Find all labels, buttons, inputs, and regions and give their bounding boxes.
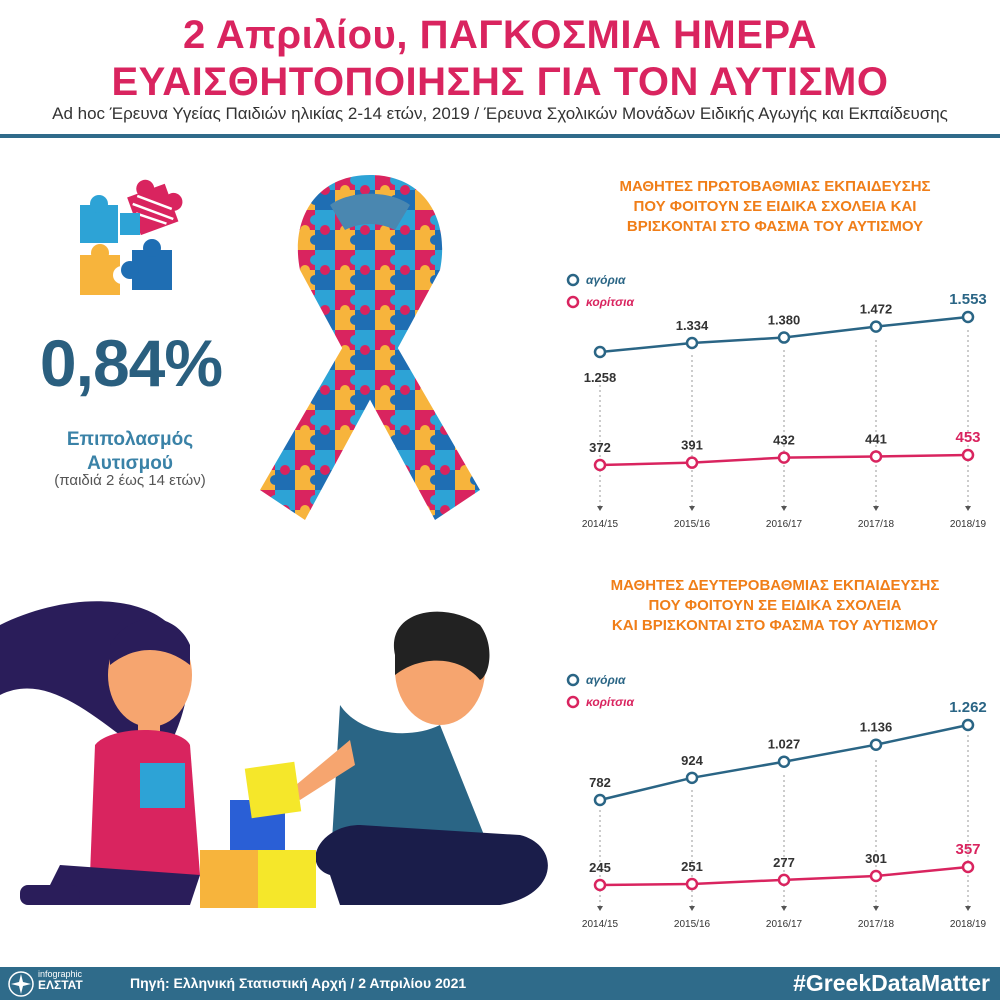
x-tick-marker bbox=[781, 906, 787, 911]
data-point bbox=[961, 448, 975, 462]
x-tick-marker bbox=[965, 906, 971, 911]
data-point bbox=[961, 310, 975, 324]
legend-label-girls: κορίτσια bbox=[586, 695, 634, 709]
legend-marker-girls bbox=[566, 295, 580, 309]
data-label: 432 bbox=[773, 433, 795, 448]
data-point bbox=[777, 873, 791, 887]
chart-1-title-line-3: ΒΡΙΣΚΟΝΤΑΙ ΣΤΟ ΦΑΣΜΑ ΤΟΥ ΑΥΤΙΣΜΟΥ bbox=[626, 218, 924, 235]
puzzle-pieces-icon bbox=[80, 179, 183, 295]
chart-1-title-line-2: ΠΟΥ ΦΟΙΤΟΥΝ ΣΕ ΕΙΔΙΚΑ ΣΧΟΛΕΙΑ ΚΑΙ bbox=[633, 198, 917, 215]
data-point bbox=[869, 869, 883, 883]
footer-source: Πηγή: Ελληνική Στατιστική Αρχή / 2 Απριλ… bbox=[130, 975, 467, 991]
x-tick-label: 2016/17 bbox=[766, 919, 803, 930]
x-tick-label: 2014/15 bbox=[582, 519, 619, 530]
data-point bbox=[961, 860, 975, 874]
data-label: 301 bbox=[865, 851, 887, 866]
data-label: 441 bbox=[865, 431, 887, 446]
x-tick-label: 2015/16 bbox=[674, 519, 711, 530]
data-label: 782 bbox=[589, 775, 611, 790]
x-tick-marker bbox=[689, 506, 695, 511]
prevalence-sublabel: (παιδιά 2 έως 14 ετών) bbox=[54, 472, 206, 489]
data-point bbox=[685, 771, 699, 785]
x-tick-marker bbox=[689, 906, 695, 911]
data-label: 245 bbox=[589, 860, 611, 875]
prevalence-label-line-1: Επιπολασμός bbox=[66, 429, 194, 450]
header-divider bbox=[0, 134, 1000, 138]
data-label: 1.553 bbox=[949, 291, 987, 308]
x-tick-label: 2017/18 bbox=[858, 919, 895, 930]
title-line-2: ΕΥΑΙΣΘΗΤΟΠΟΙΗΣΗΣ ΓΙΑ ΤΟΝ ΑΥΤΙΣΜΟ bbox=[111, 60, 889, 104]
data-label: 251 bbox=[681, 859, 703, 874]
legend-label-girls: κορίτσια bbox=[586, 295, 634, 309]
chart-2-title-line-1: ΜΑΘΗΤΕΣ ΔΕΥΤΕΡΟΒΑΘΜΙΑΣ ΕΚΠΑΙΔΕΥΣΗΣ bbox=[610, 577, 940, 594]
chart-2-title-line-2: ΠΟΥ ΦΟΙΤΟΥΝ ΣΕ ΕΙΔΙΚΑ ΣΧΟΛΕΙΑ bbox=[648, 597, 902, 614]
data-point bbox=[685, 336, 699, 350]
x-tick-label: 2018/19 bbox=[950, 519, 987, 530]
title-line-1: 2 Απριλίου, ΠΑΓΚΟΣΜΙΑ ΗΜΕΡΑ bbox=[183, 13, 817, 57]
data-label: 1.472 bbox=[860, 302, 893, 317]
awareness-ribbon-icon bbox=[260, 175, 480, 520]
footer-logo-line-2: ΕΛΣΤΑΤ bbox=[38, 978, 83, 992]
page-title: 2 Απριλίου, ΠΑΓΚΟΣΜΙΑ ΗΜΕΡΑ ΕΥΑΙΣΘΗΤΟΠΟΙ… bbox=[0, 12, 1000, 106]
chart-2-title-line-3: ΚΑΙ ΒΡΙΣΚΟΝΤΑΙ ΣΤΟ ΦΑΣΜΑ ΤΟΥ ΑΥΤΙΣΜΟΥ bbox=[611, 617, 939, 634]
subtitle: Ad hoc Έρευνα Υγείας Παιδιών ηλικίας 2-1… bbox=[52, 104, 948, 123]
data-point bbox=[777, 331, 791, 344]
data-label: 453 bbox=[955, 429, 980, 446]
children-playing-illustration bbox=[0, 601, 548, 908]
data-point bbox=[961, 718, 975, 732]
data-label: 1.262 bbox=[949, 699, 987, 716]
data-label: 1.258 bbox=[584, 370, 617, 385]
chart-2-secondary-education: αγόρια κορίτσια 2014/15 2015/16 2016/17 2017/… bbox=[566, 673, 987, 930]
x-tick-label: 2015/16 bbox=[674, 919, 711, 930]
data-point bbox=[593, 878, 607, 892]
data-point bbox=[593, 793, 607, 807]
x-tick-marker bbox=[873, 506, 879, 511]
data-point bbox=[869, 450, 883, 463]
data-label: 357 bbox=[955, 841, 980, 858]
footer-hashtag: #GreekDataMatter bbox=[793, 970, 990, 996]
data-label: 372 bbox=[589, 440, 611, 455]
legend-label-boys: αγόρια bbox=[586, 273, 626, 287]
chart-1-title-line-1: ΜΑΘΗΤΕΣ ΠΡΩΤΟΒΑΘΜΙΑΣ ΕΚΠΑΙΔΕΥΣΗΣ bbox=[619, 178, 931, 195]
data-label: 1.380 bbox=[768, 313, 801, 328]
prevalence-label-line-2: Αυτισμού bbox=[87, 453, 173, 474]
prevalence-value: 0,84% bbox=[39, 326, 223, 400]
legend-marker-boys bbox=[566, 673, 580, 687]
x-tick-marker bbox=[781, 506, 787, 511]
data-label: 1.136 bbox=[860, 720, 893, 735]
elstat-logo-icon bbox=[8, 971, 34, 997]
legend-marker-girls bbox=[566, 695, 580, 709]
x-tick-label: 2017/18 bbox=[858, 519, 895, 530]
data-point bbox=[777, 755, 791, 768]
x-tick-marker bbox=[965, 506, 971, 511]
data-label: 924 bbox=[681, 753, 703, 768]
footer-logo-line-1: infographic bbox=[38, 969, 83, 979]
footer-bar bbox=[0, 967, 1000, 1000]
chart-1-primary-education: αγόρια κορίτσια 2014/15 2015/16 2016/17 2017/… bbox=[566, 273, 987, 530]
footer-logo-text: infographic ΕΛΣΤΑΤ bbox=[38, 969, 83, 992]
data-point bbox=[685, 877, 699, 891]
data-point bbox=[777, 451, 791, 464]
data-point bbox=[869, 320, 883, 333]
chart-2-title: ΜΑΘΗΤΕΣ ΔΕΥΤΕΡΟΒΑΘΜΙΑΣ ΕΚΠΑΙΔΕΥΣΗΣ ΠΟΥ Φ… bbox=[560, 576, 990, 636]
legend-marker-boys bbox=[566, 273, 580, 287]
data-label: 1.334 bbox=[676, 318, 709, 333]
x-tick-label: 2016/17 bbox=[766, 519, 803, 530]
data-point bbox=[869, 738, 883, 751]
data-label: 391 bbox=[681, 438, 703, 453]
chart-1-title: ΜΑΘΗΤΕΣ ΠΡΩΤΟΒΑΘΜΙΑΣ ΕΚΠΑΙΔΕΥΣΗΣ ΠΟΥ ΦΟΙ… bbox=[560, 177, 990, 237]
data-label: 1.027 bbox=[768, 737, 801, 752]
x-tick-label: 2018/19 bbox=[950, 919, 987, 930]
x-tick-label: 2014/15 bbox=[582, 919, 619, 930]
data-label: 277 bbox=[773, 855, 795, 870]
prevalence-label: Επιπολασμός Αυτισμού bbox=[30, 428, 230, 476]
data-point bbox=[685, 456, 699, 469]
data-point bbox=[593, 458, 607, 472]
data-point bbox=[593, 345, 607, 359]
legend-label-boys: αγόρια bbox=[586, 673, 626, 687]
x-tick-marker bbox=[873, 906, 879, 911]
x-tick-marker bbox=[597, 506, 603, 511]
x-tick-marker bbox=[597, 906, 603, 911]
